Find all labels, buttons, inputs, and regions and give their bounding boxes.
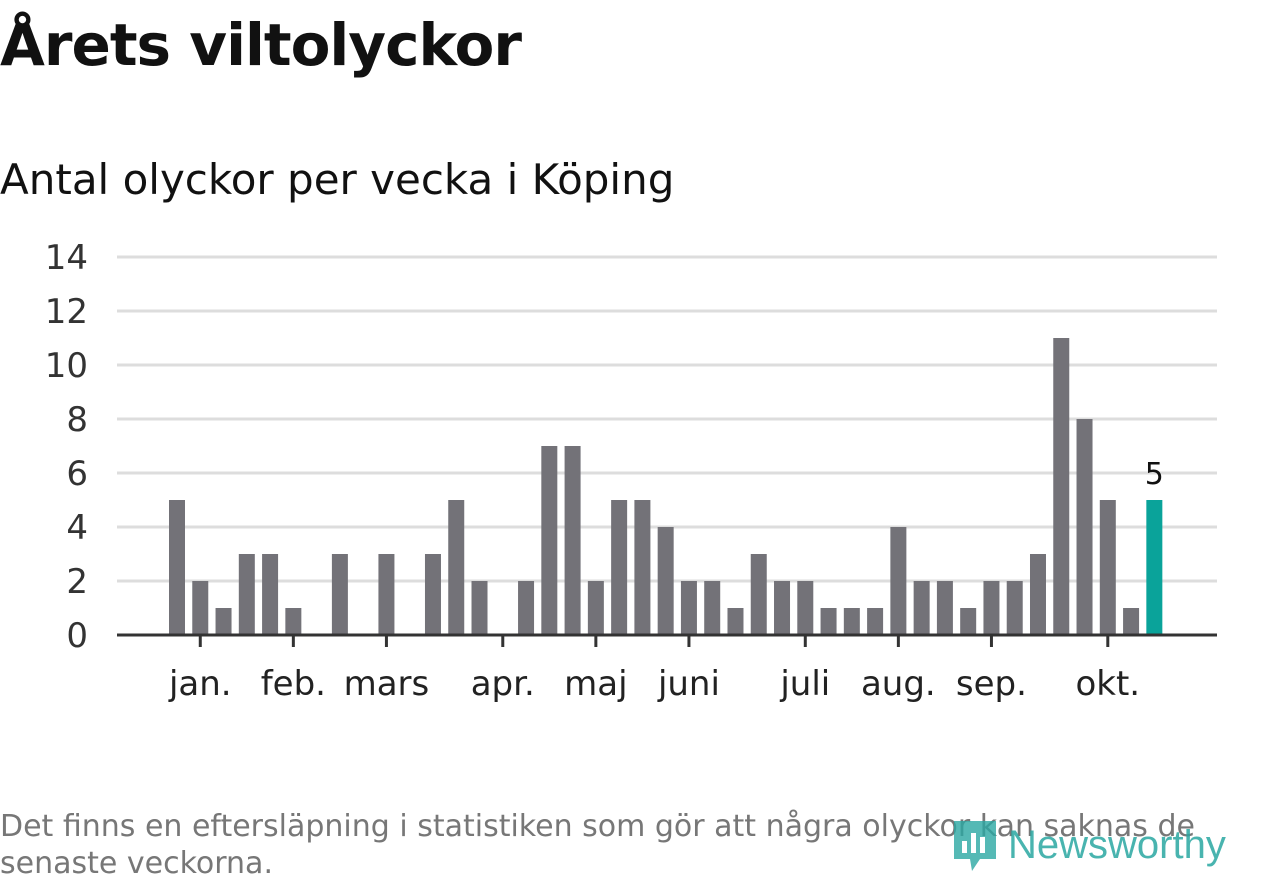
bar: [1006, 581, 1023, 635]
x-tick-label: aug.: [861, 664, 936, 704]
bar: [634, 500, 651, 635]
y-tick-label: 2: [66, 562, 88, 602]
bar: [1029, 554, 1046, 635]
x-tick-label: maj: [564, 664, 627, 704]
x-tick-label: okt.: [1075, 664, 1140, 704]
bar: [1099, 500, 1116, 635]
bar: [611, 500, 628, 635]
x-tick-label: feb.: [261, 664, 326, 704]
y-tick-label: 12: [45, 292, 88, 332]
x-tick-label: juni: [657, 664, 720, 704]
newsworthy-logo-text: Newsworthy: [1008, 822, 1226, 867]
bar: [169, 500, 185, 635]
bar: [750, 554, 767, 635]
bar: [820, 608, 837, 635]
bar: [192, 581, 209, 635]
page-title: Årets viltolyckor: [0, 11, 522, 79]
x-tick-label: juli: [779, 664, 830, 704]
bar: [680, 581, 697, 635]
bar-current-week: [1146, 500, 1163, 635]
bar: [564, 446, 581, 635]
bar: [518, 581, 535, 635]
bar: [1053, 338, 1070, 635]
bar: [215, 608, 232, 635]
bar: [727, 608, 744, 635]
bar: [331, 554, 348, 635]
bar: [471, 581, 488, 635]
bar: [657, 527, 674, 635]
bar: [262, 554, 279, 635]
newsworthy-logo: Newsworthy: [950, 815, 1226, 875]
bar: [936, 581, 953, 635]
y-tick-label: 6: [66, 454, 88, 494]
bar-chart: 0 2 4 6 8 10 12 14 5 jan. feb. mars apr. maj juni juli a…: [45, 238, 1217, 704]
bar: [1123, 608, 1140, 635]
bar: [843, 608, 860, 635]
bar: [867, 608, 884, 635]
bar: [587, 581, 604, 635]
bar: [378, 554, 395, 635]
newsworthy-logo-icon: [954, 821, 996, 871]
x-tick-label: jan.: [168, 664, 232, 704]
y-tick-label: 0: [66, 616, 88, 656]
bar: [424, 554, 441, 635]
chart-subtitle: Antal olyckor per vecka i Köping: [0, 155, 675, 204]
x-tick-label: sep.: [956, 664, 1027, 704]
y-tick-label: 4: [66, 508, 88, 548]
bar: [983, 581, 1000, 635]
current-week-value-label: 5: [1145, 457, 1164, 492]
x-tick-label: mars: [344, 664, 430, 704]
bar: [913, 581, 930, 635]
bar: [448, 500, 465, 635]
bar: [774, 581, 791, 635]
bar: [1076, 419, 1093, 635]
y-tick-label: 8: [66, 400, 88, 440]
bar: [704, 581, 721, 635]
x-tick-label: apr.: [471, 664, 535, 704]
y-tick-label: 14: [45, 238, 88, 278]
bar: [797, 581, 814, 635]
bar: [890, 527, 907, 635]
bar: [960, 608, 977, 635]
bar: [238, 554, 255, 635]
bar: [285, 608, 302, 635]
bar: [541, 446, 558, 635]
y-tick-label: 10: [45, 346, 88, 386]
